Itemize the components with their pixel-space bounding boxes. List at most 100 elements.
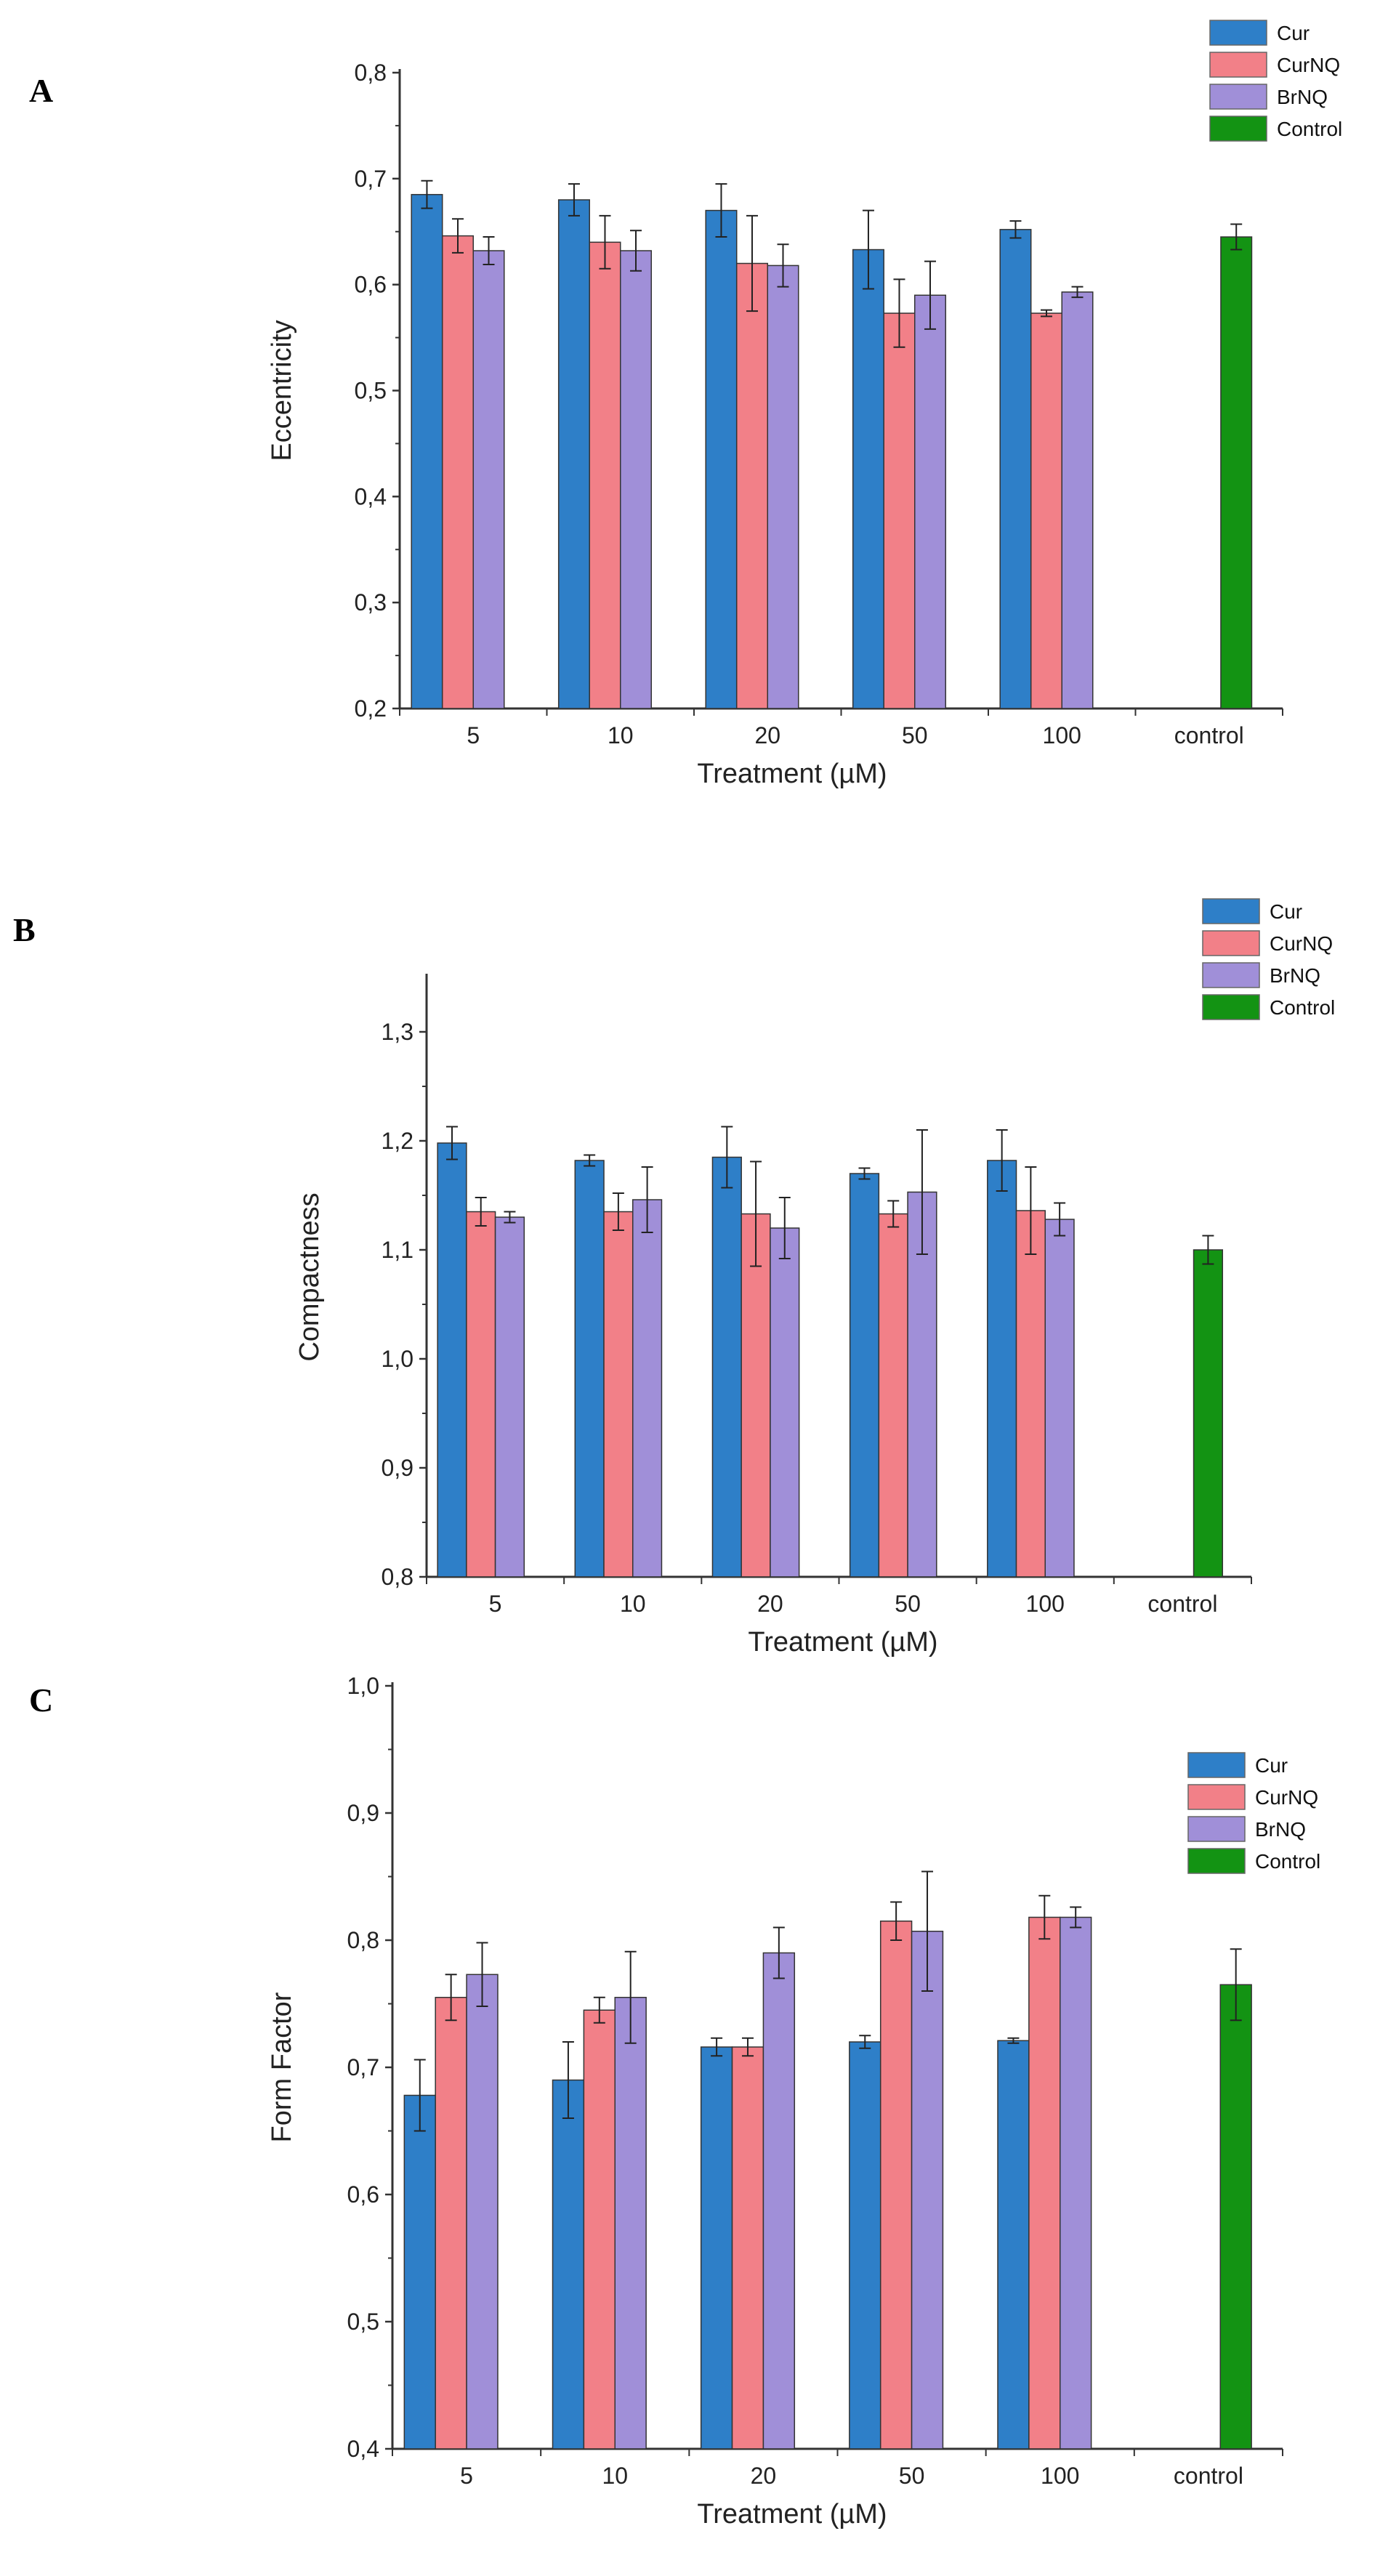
bar-control-control: [1193, 1249, 1224, 1578]
y-tick-label: 0,4: [355, 483, 387, 509]
y-tick-label: 0,2: [355, 695, 387, 722]
x-tick-label: 20: [751, 2463, 777, 2489]
y-axis-title: Compactness: [294, 1192, 325, 1361]
legend-swatch-control: [1187, 1848, 1246, 1874]
y-tick-label: 1,0: [382, 1346, 413, 1372]
x-tick-label: 10: [602, 2463, 628, 2489]
bar-curnq-50: [878, 1213, 908, 1578]
x-tick-label: 20: [757, 1591, 783, 1617]
bar-cur-10: [574, 1160, 605, 1578]
x-tick-label: 5: [489, 1591, 502, 1617]
bar-brnq-10: [614, 1997, 647, 2450]
x-tick-label: control: [1147, 1591, 1217, 1617]
legend-label-curnq: CurNQ: [1255, 1786, 1318, 1809]
y-tick-label: 0,7: [355, 166, 387, 192]
legend-swatch-brnq: [1209, 84, 1267, 110]
bar-cur-50: [849, 2041, 881, 2450]
bar-cur-50: [852, 249, 884, 709]
bar-brnq-50: [911, 1931, 944, 2450]
bar-brnq-5: [494, 1216, 525, 1578]
panel-a: A 0,2 0,3 0,4 0,5 0,6 0,7 0,8 5 10 20 50 100 control T…: [29, 20, 1342, 789]
bar-curnq-5: [441, 235, 474, 709]
bar-cur-10: [552, 2079, 585, 2450]
y-tick-label: 1,2: [382, 1128, 413, 1154]
bar-curnq-100: [1015, 1210, 1046, 1578]
bar-curnq-100: [1030, 312, 1062, 709]
bar-brnq-100: [1060, 1916, 1092, 2450]
legend-swatch-cur: [1187, 1752, 1246, 1778]
legend-swatch-curnq: [1209, 52, 1267, 78]
x-tick-label: 10: [608, 722, 634, 748]
panel-c: C 0,4 0,5 0,6 0,7 0,8 0,9 1,0 5 10 20 50 100 control T…: [29, 1673, 1320, 2529]
y-tick-label: 0,6: [347, 2181, 379, 2208]
x-tick-label: 20: [754, 722, 780, 748]
legend-label-control: Control: [1255, 1850, 1320, 1873]
y-tick-label: 0,9: [382, 1455, 413, 1481]
bar-cur-20: [705, 209, 738, 709]
x-axis-title: Treatment (µM): [697, 2499, 887, 2529]
x-tick-label: 50: [902, 722, 928, 748]
bar-brnq-50: [907, 1191, 937, 1578]
legend-label-control: Control: [1277, 118, 1342, 140]
panel-letter: B: [13, 911, 36, 948]
panel-b: B 0,8 0,9 1,0 1,1 1,2 1,3 5 10 20 50 100 control Trea…: [13, 898, 1335, 1658]
legend-swatch-curnq: [1187, 1784, 1246, 1810]
bar-curnq-20: [731, 2046, 764, 2450]
legend-label-brnq: BrNQ: [1270, 964, 1320, 987]
legend-swatch-cur: [1209, 20, 1267, 46]
legend-label-brnq: BrNQ: [1277, 86, 1328, 108]
y-tick-label: 1,3: [382, 1019, 413, 1045]
legend-swatch-curnq: [1202, 930, 1260, 956]
bar-brnq-100: [1044, 1219, 1075, 1578]
x-tick-label: 50: [899, 2463, 925, 2489]
x-tick-label: 100: [1043, 722, 1081, 748]
bar-curnq-10: [589, 241, 621, 709]
bar-cur-10: [557, 199, 590, 709]
bar-curnq-5: [435, 1997, 467, 2450]
bar-curnq-100: [1028, 1916, 1061, 2450]
bar-brnq-50: [914, 294, 947, 709]
bar-brnq-10: [632, 1199, 663, 1578]
y-tick-label: 1,0: [347, 1673, 379, 1699]
legend-swatch-control: [1202, 994, 1260, 1020]
bar-brnq-20: [762, 1952, 796, 2450]
y-tick-label: 0,8: [355, 60, 387, 86]
x-tick-label: 50: [895, 1591, 921, 1617]
legend-swatch-brnq: [1202, 962, 1260, 988]
bar-curnq-20: [735, 262, 768, 709]
bar-brnq-10: [620, 250, 653, 709]
y-tick-label: 0,7: [347, 2054, 379, 2080]
x-tick-label: control: [1174, 722, 1244, 748]
bar-cur-5: [437, 1142, 467, 1578]
legend-label-curnq: CurNQ: [1270, 932, 1333, 955]
y-tick-label: 0,4: [347, 2436, 379, 2462]
bar-curnq-5: [466, 1211, 496, 1578]
bar-cur-5: [403, 2094, 436, 2450]
legend-swatch-cur: [1202, 898, 1260, 924]
bar-curnq-10: [603, 1211, 634, 1578]
y-tick-label: 0,8: [382, 1564, 413, 1590]
x-tick-label: 100: [1026, 1591, 1065, 1617]
bar-brnq-5: [472, 250, 505, 709]
y-tick-label: 1,1: [382, 1237, 413, 1263]
x-axis-title: Treatment (µM): [748, 1627, 937, 1658]
legend-label-curnq: CurNQ: [1277, 54, 1340, 76]
bar-curnq-50: [883, 312, 916, 709]
bar-curnq-50: [879, 1921, 913, 2450]
bar-brnq-20: [767, 265, 799, 709]
bar-cur-100: [987, 1160, 1017, 1578]
bar-curnq-10: [583, 2009, 616, 2450]
legend-label-brnq: BrNQ: [1255, 1818, 1306, 1841]
bar-control-control: [1220, 236, 1253, 709]
bar-cur-100: [997, 2040, 1030, 2450]
bar-control-control: [1219, 1984, 1252, 2450]
panel-letter: C: [29, 1681, 53, 1719]
x-tick-label: 10: [620, 1591, 646, 1617]
y-tick-label: 0,6: [355, 272, 387, 298]
panel-letter: A: [29, 72, 53, 109]
y-axis-title: Eccentricity: [267, 320, 297, 461]
bar-brnq-20: [770, 1227, 800, 1578]
y-axis-title: Form Factor: [267, 1992, 297, 2142]
bar-cur-20: [711, 1156, 742, 1578]
legend-swatch-control: [1209, 116, 1267, 142]
